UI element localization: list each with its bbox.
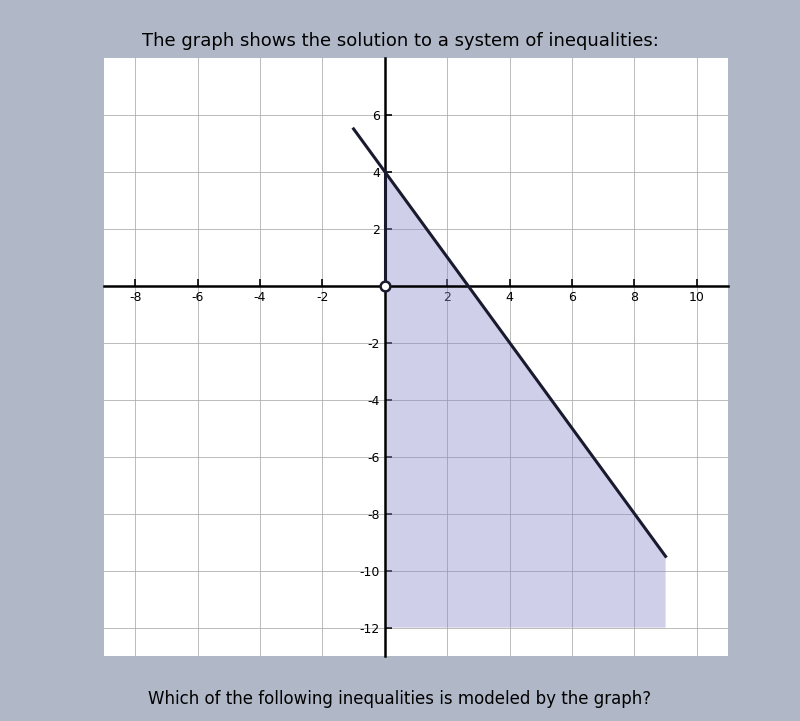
- Text: The graph shows the solution to a system of inequalities:: The graph shows the solution to a system…: [142, 32, 658, 50]
- Text: Which of the following inequalities is modeled by the graph?: Which of the following inequalities is m…: [149, 690, 651, 708]
- Polygon shape: [385, 172, 666, 627]
